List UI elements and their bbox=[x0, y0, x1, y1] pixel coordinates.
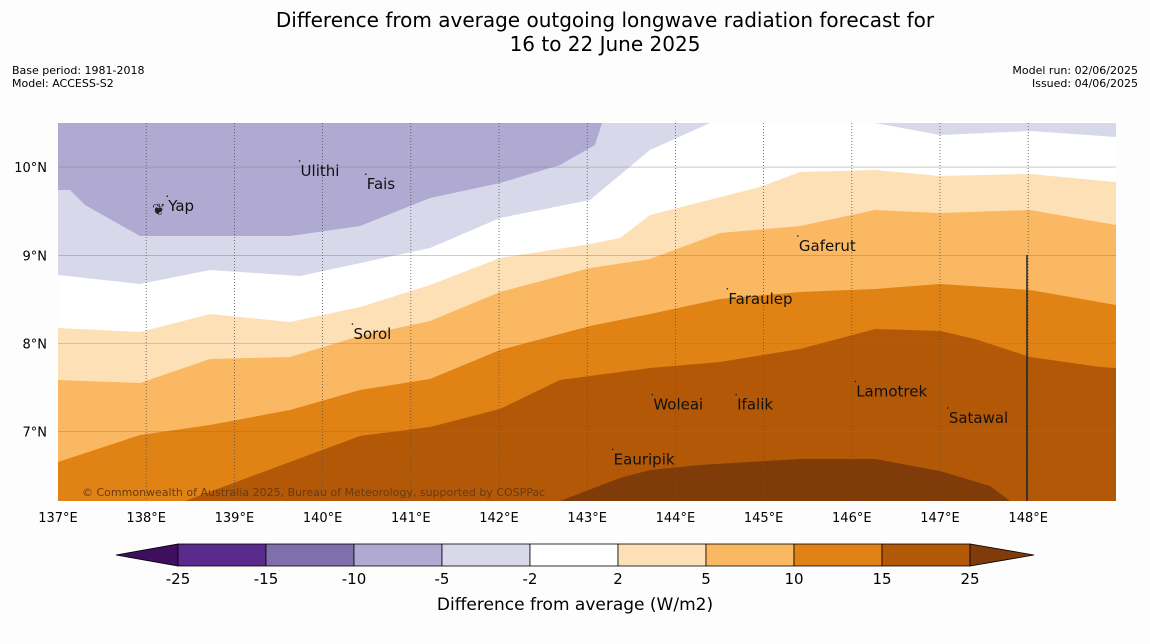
colorbar-segment bbox=[705, 543, 795, 567]
title-line-2: 16 to 22 June 2025 bbox=[509, 32, 701, 56]
lat-tick-label: 9°N bbox=[23, 249, 48, 264]
island-dot bbox=[364, 173, 367, 175]
contour-band-orange-dark bbox=[185, 329, 1116, 501]
model-run: Model run: 02/06/2025 bbox=[1012, 64, 1138, 77]
meta-left: Base period: 1981-2018 Model: ACCESS-S2 bbox=[12, 64, 144, 90]
colorbar-label: Difference from average (W/m2) bbox=[437, 595, 713, 615]
place-label: Woleai bbox=[653, 396, 703, 414]
contour-band-brown bbox=[560, 459, 1010, 501]
issued-date: Issued: 04/06/2025 bbox=[1031, 77, 1138, 90]
place-labels: Ulithi Fais Yap Gaferut Faraulep Sorol Woleai I… bbox=[166, 160, 1008, 468]
colorbar-tick-label: -10 bbox=[342, 570, 367, 588]
place-label: Ulithi bbox=[301, 162, 340, 180]
colorbar-tick-label: 15 bbox=[872, 570, 891, 588]
place-label: Satawal bbox=[949, 409, 1008, 427]
island-dot bbox=[726, 288, 729, 290]
colorbar-segment bbox=[617, 543, 707, 567]
island-dot bbox=[298, 160, 301, 162]
colorbar-segment bbox=[881, 543, 971, 567]
colorbar: -25 -15 -10 -5 -2 2 5 10 15 25 bbox=[115, 543, 1035, 588]
place-label: Eauripik bbox=[614, 450, 675, 468]
island-dot bbox=[947, 407, 949, 409]
grid-lines bbox=[58, 123, 1116, 501]
lon-tick-label: 147°E bbox=[920, 511, 960, 526]
lon-tick-label: 145°E bbox=[744, 511, 784, 526]
title-line-1: Difference from average outgoing longwav… bbox=[275, 8, 935, 32]
lon-tick-label: 144°E bbox=[656, 511, 696, 526]
lon-tick-label: 137°E bbox=[38, 511, 78, 526]
colorbar-segment bbox=[265, 543, 355, 567]
colorbar-tick-label: -2 bbox=[523, 570, 538, 588]
colorbar-tick-label: 5 bbox=[701, 570, 711, 588]
model-name: Model: ACCESS-S2 bbox=[12, 77, 114, 90]
lon-tick-label: 139°E bbox=[215, 511, 255, 526]
colorbar-segment bbox=[793, 543, 883, 567]
place-label: Ifalik bbox=[737, 396, 773, 414]
colorbar-segment bbox=[353, 543, 443, 567]
island-dot bbox=[797, 235, 799, 237]
place-label: Faraulep bbox=[728, 290, 792, 308]
colorbar-tick-label: -5 bbox=[435, 570, 450, 588]
lon-tick-label: 142°E bbox=[479, 511, 519, 526]
colorbar-tick-label: 10 bbox=[784, 570, 803, 588]
copyright-notice: © Commonwealth of Australia 2025, Bureau… bbox=[82, 486, 545, 499]
colorbar-segment bbox=[529, 543, 619, 567]
island-dot bbox=[611, 448, 614, 451]
lat-tick-label: 8°N bbox=[23, 338, 48, 353]
colorbar-extension-low bbox=[115, 543, 179, 567]
colorbar-segment bbox=[177, 543, 267, 567]
place-label: Sorol bbox=[353, 325, 391, 343]
colorbar-tick-label: 2 bbox=[613, 570, 623, 588]
place-label: Gaferut bbox=[799, 237, 856, 255]
place-label: Fais bbox=[367, 175, 396, 193]
lon-tick-label: 146°E bbox=[832, 511, 872, 526]
island-dot bbox=[854, 380, 857, 383]
lon-tick-label: 143°E bbox=[567, 511, 607, 526]
contour-band-lav-light-ne bbox=[875, 123, 1116, 137]
colorbar-tick-label: -25 bbox=[166, 570, 191, 588]
lon-tick-label: 148°E bbox=[1008, 511, 1048, 526]
place-label: Yap bbox=[167, 197, 194, 215]
yap-island-mark: ❦ bbox=[152, 200, 165, 219]
place-label: Lamotrek bbox=[856, 382, 927, 400]
base-period: Base period: 1981-2018 bbox=[12, 64, 145, 77]
colorbar-tick-label: -15 bbox=[254, 570, 279, 588]
lon-tick-label: 140°E bbox=[303, 511, 343, 526]
island-dot bbox=[735, 393, 737, 396]
colorbar-tick-label: 25 bbox=[960, 570, 979, 588]
lat-tick-label: 7°N bbox=[23, 426, 48, 441]
island-dot bbox=[166, 195, 169, 197]
colorbar-segment bbox=[441, 543, 531, 567]
island-dot bbox=[651, 393, 654, 396]
chart-title: Difference from average outgoing longwav… bbox=[0, 8, 1150, 56]
island-dot bbox=[351, 323, 354, 325]
colorbar-extension-high bbox=[969, 543, 1035, 567]
axis-labels: 137°E 138°E 139°E 140°E 141°E 142°E 143°E 144°E… bbox=[14, 161, 1048, 526]
lon-tick-label: 141°E bbox=[391, 511, 431, 526]
lat-tick-label: 10°N bbox=[14, 161, 47, 176]
meta-right: Model run: 02/06/2025 Issued: 04/06/2025 bbox=[1012, 64, 1138, 90]
lon-tick-label: 138°E bbox=[126, 511, 166, 526]
contour-band-lav-mid bbox=[58, 123, 602, 236]
